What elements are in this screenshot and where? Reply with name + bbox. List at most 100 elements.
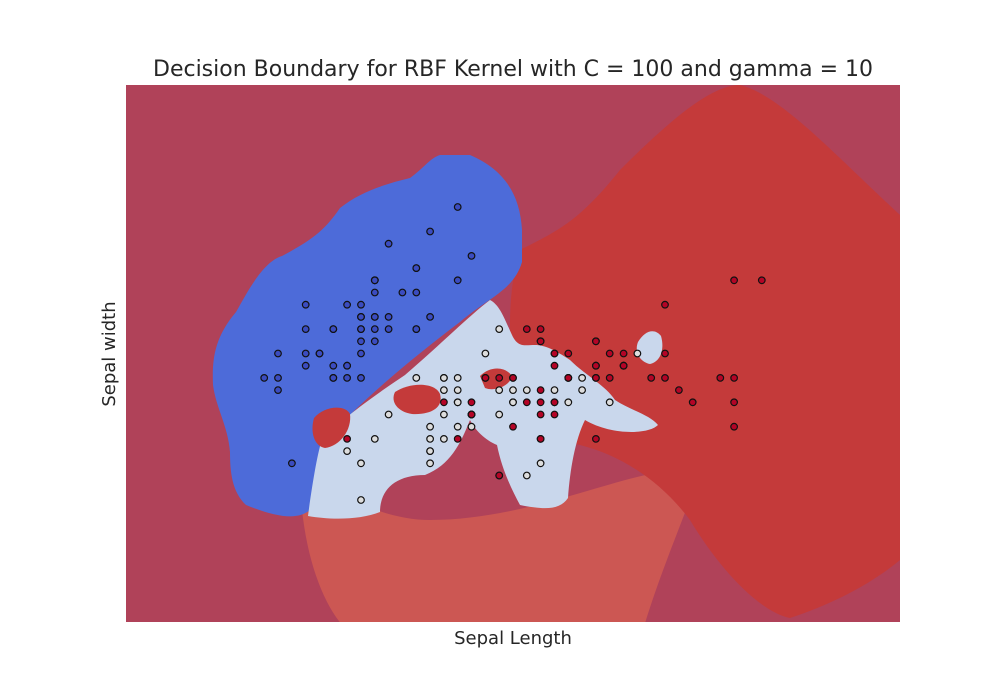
data-point-class-0 [370,288,379,297]
data-point-class-1 [357,459,365,468]
decision-region-class-1-pocket [636,331,663,364]
data-point-class-2 [495,374,504,382]
data-point-class-1 [426,459,435,468]
data-point-class-0 [329,374,338,382]
data-point-class-2 [675,386,683,395]
data-point-class-2 [647,374,656,382]
data-point-class-1 [522,386,531,395]
data-point-class-1 [343,447,352,456]
data-point-class-2 [619,361,628,370]
data-point-class-0 [301,300,310,309]
data-point-class-0 [370,337,379,346]
data-point-class-1 [495,325,504,334]
data-point-class-0 [467,251,476,260]
data-point-class-0 [370,313,379,321]
data-point-class-1 [370,435,379,443]
data-point-class-2 [661,374,669,382]
plot-area [126,85,900,622]
data-point-class-0 [426,227,435,236]
data-point-class-2 [592,337,600,346]
data-point-class-1 [426,422,435,431]
data-point-class-1 [453,422,462,431]
data-point-class-2 [453,435,462,443]
data-point-class-2 [661,349,669,358]
data-point-class-1 [440,410,448,419]
decision-region-class-2-halo [300,469,700,622]
data-point-class-2 [661,300,669,309]
data-point-class-2 [509,422,517,431]
chart-title: Decision Boundary for RBF Kernel with C … [153,57,873,82]
data-point-class-1 [467,422,476,431]
data-point-class-2 [536,325,545,334]
data-point-class-1 [509,398,517,407]
data-point-class-0 [426,313,435,321]
data-point-class-0 [357,313,365,321]
data-point-class-0 [384,239,393,248]
data-point-class-0 [384,325,393,334]
data-point-class-0 [412,288,421,297]
data-point-class-2 [536,398,545,407]
data-point-class-1 [522,471,531,480]
data-point-class-1 [605,398,614,407]
data-point-class-0 [357,337,365,346]
data-point-class-1 [633,349,642,358]
data-point-class-0 [412,264,421,273]
data-point-class-2 [550,361,559,370]
data-point-class-1 [564,398,573,407]
decision-region-class-2-pocket [312,407,351,448]
data-point-class-0 [370,325,379,334]
data-point-class-1 [453,398,462,407]
data-point-class-2 [730,422,738,431]
data-point-class-2 [536,386,545,395]
data-point-class-2 [536,410,545,419]
data-point-class-1 [426,447,435,456]
data-point-class-2 [619,349,628,358]
data-point-class-0 [384,313,393,321]
data-point-class-0 [357,349,365,358]
data-point-class-2 [730,374,738,382]
data-point-class-1 [481,349,490,358]
decision-region-class-0 [212,155,522,517]
data-point-class-1 [453,386,462,395]
data-point-class-2 [550,410,559,419]
data-points [260,203,766,504]
data-point-class-0 [301,325,310,334]
data-point-class-0 [329,325,338,334]
data-point-class-0 [343,374,352,382]
data-point-class-0 [412,325,421,334]
data-point-class-1 [495,410,504,419]
data-point-class-1 [412,374,421,382]
data-point-class-2 [522,398,531,407]
decision-region-class-2 [510,85,900,618]
data-point-class-2 [688,398,697,407]
data-point-class-2 [343,435,352,443]
data-point-class-1 [550,386,559,395]
data-point-class-0 [343,361,352,370]
data-point-class-2 [592,361,600,370]
data-point-class-2 [730,276,738,285]
data-point-class-1 [509,386,517,395]
data-point-class-1 [578,386,586,395]
data-point-class-2 [605,349,614,358]
data-point-class-0 [357,325,365,334]
data-point-class-0 [357,374,365,382]
data-point-class-0 [453,203,462,211]
data-point-class-2 [440,398,448,407]
data-point-class-1 [495,386,504,395]
data-point-class-1 [440,435,448,443]
data-point-class-1 [578,374,586,382]
data-point-class-2 [592,374,600,382]
data-point-class-2 [564,374,573,382]
data-point-class-0 [301,349,310,358]
data-point-class-0 [274,374,282,382]
data-point-class-2 [550,398,559,407]
data-point-class-0 [370,276,379,285]
decision-region-class-1 [308,300,658,519]
x-axis-label: Sepal Length [454,628,572,649]
data-point-class-2 [467,410,476,419]
data-point-class-2 [605,374,614,382]
data-point-class-2 [536,435,545,443]
data-point-class-2 [536,337,545,346]
data-point-class-1 [426,435,435,443]
